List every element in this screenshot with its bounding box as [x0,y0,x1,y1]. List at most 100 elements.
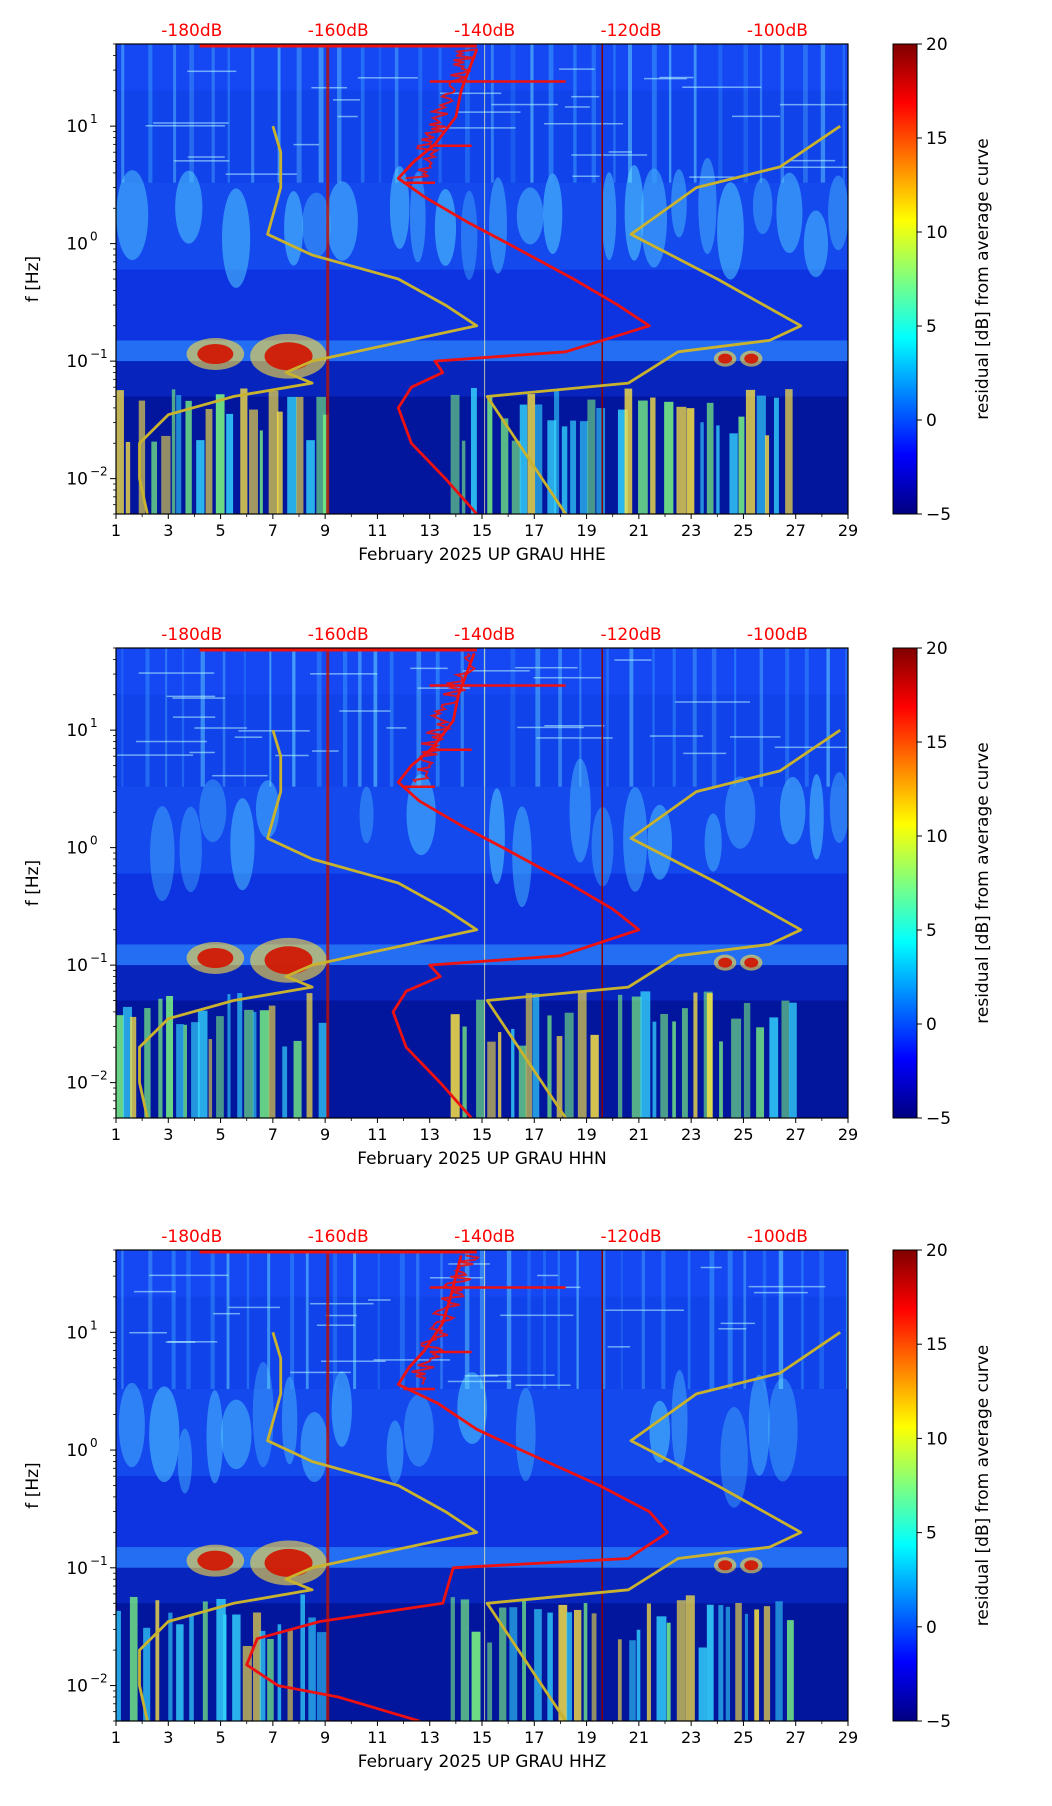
spectrogram-feature [649,735,704,737]
spectrogram-feature [122,1006,133,1118]
spectrogram-feature [309,673,378,675]
spectrogram-feature [377,1250,380,1389]
top-db-label: -140dB [454,625,515,645]
spectrogram-feature [519,404,528,514]
spectrogram-feature [700,422,704,514]
spectrogram-feature [227,44,230,183]
spectrogram-feature [738,416,745,514]
spectrogram-feature [339,710,391,712]
spectrogram-feature [166,695,216,698]
spectrogram-feature [121,1250,124,1389]
spectrogram-band [116,361,848,397]
spectrogram-feature [189,44,194,183]
spectrogram-feature [511,440,521,514]
spectrogram-feature [525,993,533,1118]
spectrogram-feature [557,1250,561,1389]
x-tick-label: 25 [733,521,753,540]
spectrogram-feature [826,648,830,787]
spectrogram-feature [145,648,150,787]
spectrogram-feature [462,1026,467,1118]
median-curve-detail [411,652,477,783]
spectrogram-feature [672,648,676,787]
spectrogram-feature [460,648,464,787]
spectrogram-feature [161,435,171,514]
spectrogram-feature [659,76,694,79]
spectrogram-feature [290,1250,295,1389]
spectrogram-feature [230,798,255,891]
x-tick-label: 23 [681,521,701,540]
spectrogram-feature [153,122,229,124]
median-curve-detail [405,48,479,180]
spectrogram-feature [145,125,226,127]
spectrogram-feature [418,44,423,183]
y-tick-exponent: −2 [90,465,108,479]
spectrogram-feature [489,177,507,274]
spectrogram-feature [268,1005,276,1118]
spectrogram-feature [789,1002,797,1118]
colorbar-label: residual [dB] from average curve [973,1345,993,1626]
microseism-hotspot [718,957,733,968]
spectrogram-feature [149,1274,229,1277]
colorbar-tick-label: 10 [926,1429,948,1449]
top-db-label: -180dB [161,21,222,41]
spectrogram-feature [213,1312,240,1315]
colorbar-tick-label: 0 [926,1618,937,1638]
spectrogram-feature [228,1306,281,1309]
curve-low-noise-model [485,1331,841,1721]
spectrogram-band [116,694,848,787]
spectrogram-feature [583,1603,588,1721]
spectrogram-feature [725,1606,731,1721]
x-tick-label: 13 [420,521,440,540]
x-tick-label: 3 [163,1125,173,1144]
spectrogram-feature [300,1594,305,1721]
spectrogram-feature [167,1341,218,1343]
spectrogram-feature [176,1024,184,1118]
spectrogram-feature [729,433,738,514]
x-tick-label: 11 [367,1728,387,1747]
curve-median-psd [391,652,641,1118]
spectrogram-feature [332,99,361,101]
x-tick-label: 11 [367,521,387,540]
spectrogram-feature [450,394,460,514]
spectrogram-feature [576,1250,579,1389]
spectrogram-band [116,1250,848,1297]
spectrogram-feature [487,1642,493,1721]
x-tick-label: 9 [320,521,330,540]
spectrogram-feature [547,420,557,514]
spectrogram-feature [450,1014,460,1118]
spectrogram-feature [158,998,163,1118]
spectrogram-feature [687,1250,691,1389]
spectrogram-feature [172,716,216,718]
spectrogram-feature [809,773,824,860]
y-tick-base: 10 [66,1441,88,1461]
x-tick-label: 21 [629,1728,649,1747]
spectrogram-feature [208,1039,213,1118]
spectrogram-feature [251,44,255,183]
spectrogram-feature [116,1610,121,1721]
spectrogram-feature [293,143,320,146]
spectrogram-feature [187,156,225,158]
spectrogram-feature [148,44,153,183]
spectrogram-feature [357,77,418,79]
x-tick-label: 21 [629,521,649,540]
spectrogram-feature [268,390,279,514]
spectrogram-feature [252,1362,274,1468]
spectrogram-feature [732,115,780,118]
spectrogram-feature [296,44,302,183]
spectrogram-feature [316,648,322,787]
x-tick-label: 19 [576,521,596,540]
x-tick-label: 11 [367,1125,387,1144]
x-tick-label: 5 [215,1125,225,1144]
curve-high-noise-model [138,729,479,1118]
colorbar-tick-label: 5 [926,1524,937,1544]
y-tick-label: 10 [66,470,88,490]
spectrogram-feature [554,391,560,514]
spectrogram-feature [636,1629,641,1721]
x-axis-label: February 2025 UP GRAU HHZ [358,1752,606,1772]
spectrogram-feature [785,389,793,514]
spectrogram-feature [476,999,485,1118]
y-tick-label: 10 [66,235,88,255]
spectrogram-band [116,1476,848,1548]
spectrogram-feature [325,1314,358,1317]
